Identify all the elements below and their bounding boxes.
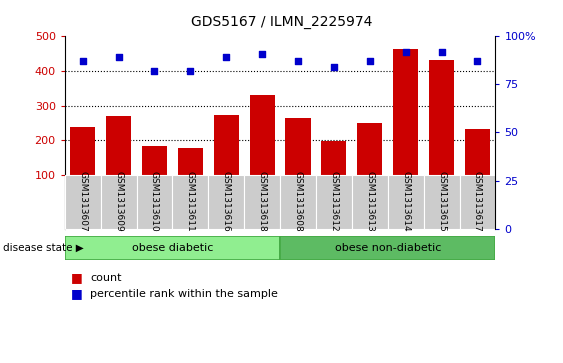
Bar	[429, 60, 454, 175]
FancyBboxPatch shape	[280, 175, 316, 229]
Text: GDS5167 / ILMN_2225974: GDS5167 / ILMN_2225974	[191, 15, 372, 29]
Bar	[393, 49, 418, 175]
FancyBboxPatch shape	[244, 175, 280, 229]
FancyBboxPatch shape	[352, 175, 388, 229]
Text: GSM1313608: GSM1313608	[293, 171, 302, 232]
Text: GSM1313607: GSM1313607	[78, 171, 87, 232]
Point	[473, 58, 482, 64]
Text: GSM1313614: GSM1313614	[401, 171, 410, 232]
Text: GSM1313618: GSM1313618	[258, 171, 267, 232]
Text: GSM1313617: GSM1313617	[473, 171, 482, 232]
Bar	[249, 95, 275, 175]
Point	[114, 54, 123, 60]
Text: GSM1313609: GSM1313609	[114, 171, 123, 232]
Point	[222, 54, 231, 60]
Bar	[178, 148, 203, 175]
FancyBboxPatch shape	[208, 175, 244, 229]
Text: GSM1313615: GSM1313615	[437, 171, 446, 232]
Point	[78, 58, 87, 64]
Text: count: count	[90, 273, 122, 283]
Bar	[321, 141, 346, 175]
FancyBboxPatch shape	[137, 175, 172, 229]
Point	[258, 51, 267, 57]
Point	[365, 58, 374, 64]
FancyBboxPatch shape	[65, 236, 280, 260]
Point	[186, 68, 195, 74]
Point	[150, 68, 159, 74]
Text: percentile rank within the sample: percentile rank within the sample	[90, 289, 278, 299]
Text: GSM1313611: GSM1313611	[186, 171, 195, 232]
Text: GSM1313612: GSM1313612	[329, 171, 338, 232]
FancyBboxPatch shape	[101, 175, 137, 229]
Bar	[70, 127, 95, 175]
FancyBboxPatch shape	[459, 175, 495, 229]
Point	[293, 58, 302, 64]
Text: GSM1313613: GSM1313613	[365, 171, 374, 232]
Bar	[465, 129, 490, 175]
Bar	[142, 146, 167, 175]
Bar	[106, 116, 131, 175]
Text: ■: ■	[70, 271, 82, 284]
Text: obese non-diabetic: obese non-diabetic	[334, 243, 441, 253]
FancyBboxPatch shape	[316, 175, 352, 229]
Point	[401, 49, 410, 54]
Text: obese diabetic: obese diabetic	[132, 243, 213, 253]
FancyBboxPatch shape	[424, 175, 459, 229]
Point	[437, 49, 446, 54]
Point	[329, 64, 338, 70]
Bar	[285, 118, 311, 175]
Text: GSM1313616: GSM1313616	[222, 171, 231, 232]
FancyBboxPatch shape	[280, 236, 495, 260]
Text: disease state ▶: disease state ▶	[3, 243, 83, 253]
FancyBboxPatch shape	[172, 175, 208, 229]
Text: ■: ■	[70, 287, 82, 301]
FancyBboxPatch shape	[65, 175, 101, 229]
Bar	[358, 123, 382, 175]
Bar	[214, 115, 239, 175]
Text: GSM1313610: GSM1313610	[150, 171, 159, 232]
FancyBboxPatch shape	[388, 175, 424, 229]
